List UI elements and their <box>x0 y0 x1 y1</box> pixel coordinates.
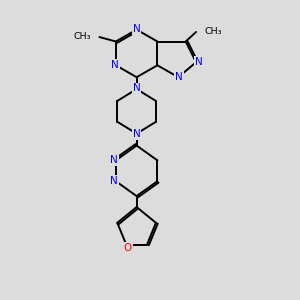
Text: N: N <box>175 72 183 82</box>
Text: O: O <box>124 243 132 253</box>
Text: N: N <box>133 24 140 34</box>
Text: N: N <box>111 60 119 70</box>
Text: N: N <box>133 129 140 139</box>
Text: N: N <box>110 176 118 186</box>
Text: N: N <box>110 155 118 165</box>
Text: CH₃: CH₃ <box>205 27 223 36</box>
Text: CH₃: CH₃ <box>74 32 91 41</box>
Text: N: N <box>195 57 203 67</box>
Text: N: N <box>133 83 140 94</box>
